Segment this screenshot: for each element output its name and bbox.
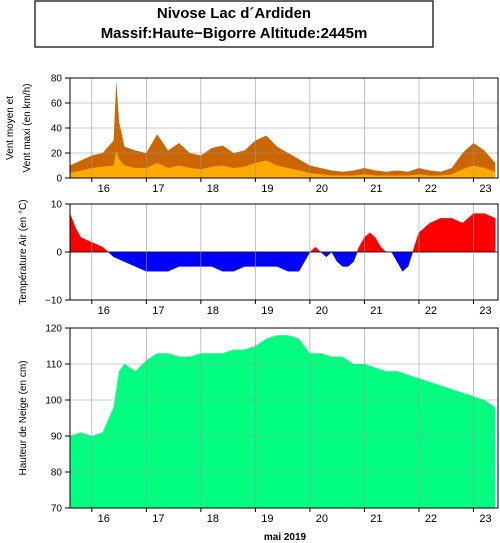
- x-tick-label: 21: [370, 183, 382, 195]
- y-tick-label: 0: [56, 174, 62, 185]
- x-tick-label: 19: [261, 513, 273, 525]
- y-axis-label-line1: Vent moyen et: [5, 96, 16, 160]
- temperature-positive-area: [440, 218, 452, 253]
- y-tick-label: 60: [51, 99, 63, 110]
- x-tick-label: 23: [479, 513, 491, 525]
- y-tick-label: −10: [45, 296, 62, 307]
- x-tick-label: 20: [316, 183, 328, 195]
- x-tick-label: 17: [152, 305, 164, 317]
- y-tick-label: 80: [51, 74, 63, 85]
- temperature-positive-area: [473, 213, 485, 253]
- temperature-negative-area: [178, 251, 191, 267]
- plot-frame: [69, 77, 499, 179]
- x-tick-label: 20: [316, 305, 328, 317]
- temperature-negative-area: [255, 251, 267, 267]
- x-tick-label: 17: [152, 183, 164, 195]
- temperature-negative-area: [189, 251, 202, 267]
- plot-frame: [69, 327, 499, 509]
- y-tick-label: 80: [51, 468, 63, 479]
- temperature-positive-area: [451, 218, 463, 253]
- temperature-panel: −10 0 10 16 17 18 19 20 21 22 23 Température Air (e…: [18, 199, 499, 317]
- temperature-negative-area: [222, 251, 234, 272]
- x-tick-label: 16: [98, 305, 110, 317]
- x-tick-label: 21: [370, 305, 382, 317]
- temperature-negative-area: [156, 251, 169, 272]
- y-tick-label: 40: [51, 124, 63, 135]
- y-tick-label: 0: [56, 248, 62, 259]
- y-axis-label: Hauteur de Neige (en cm): [18, 360, 29, 475]
- x-tick-label: 16: [98, 513, 110, 525]
- x-tick-label: 22: [425, 183, 437, 195]
- temperature-negative-area: [342, 251, 349, 267]
- temperature-positive-area: [484, 213, 496, 253]
- wind-max-area: [70, 80, 496, 178]
- y-axis-label: Température Air (en °C): [18, 199, 29, 304]
- temperature-negative-area: [266, 251, 278, 267]
- x-tick-label: 23: [479, 183, 491, 195]
- y-tick-label: 110: [46, 360, 62, 371]
- x-tick-label: 18: [207, 513, 219, 525]
- x-tick-label: 22: [425, 305, 437, 317]
- snow-height-area: [70, 335, 496, 508]
- chart-title-line2: Massif:Haute−Bigorre Altitude:2445m: [101, 25, 368, 42]
- x-tick-label: 18: [207, 305, 219, 317]
- wind-panel: 0 20 40 60 80 16 17 18 19 20 21 22 23 Vent moyen et Ve…: [5, 74, 499, 195]
- y-tick-label: 70: [51, 504, 63, 515]
- x-tick-label: 20: [316, 513, 328, 525]
- snow-height-panel: 70 80 90 100 110 120 16 17 18 19 20 21 22 23 Hauteur d…: [18, 324, 499, 525]
- x-tick-label: 18: [207, 183, 219, 195]
- x-tick-label: 19: [261, 183, 273, 195]
- y-tick-label: 100: [45, 396, 62, 407]
- y-tick-label: 10: [51, 200, 63, 211]
- x-tick-label: 23: [479, 305, 491, 317]
- x-axis-month-label: mai 2019: [264, 532, 307, 543]
- temperature-negative-area: [146, 251, 158, 272]
- x-tick-label: 16: [98, 183, 110, 195]
- temperature-negative-area: [287, 251, 300, 272]
- x-tick-label: 22: [425, 513, 437, 525]
- chart-title-line1: Nivose Lac d´Ardiden: [157, 5, 311, 22]
- x-tick-label: 17: [152, 513, 164, 525]
- temperature-negative-area: [244, 251, 256, 267]
- x-tick-label: 21: [370, 513, 382, 525]
- y-tick-label: 90: [51, 432, 63, 443]
- plot-frame: [69, 203, 499, 301]
- wind-mean-area: [70, 150, 496, 178]
- x-tick-label: 19: [261, 305, 273, 317]
- temperature-positive-area: [429, 218, 442, 253]
- y-tick-label: 20: [51, 149, 63, 160]
- y-axis-label-line2: Vent maxi (en km/h): [22, 84, 33, 173]
- temperature-negative-area: [200, 251, 213, 267]
- title-box: [34, 0, 434, 48]
- y-tick-label: 120: [45, 324, 62, 335]
